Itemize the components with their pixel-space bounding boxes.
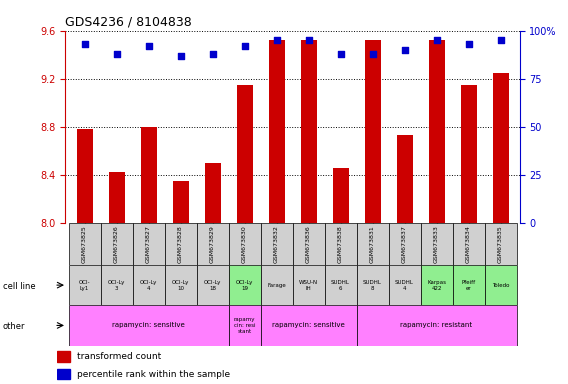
Bar [108,172,124,223]
Bar [492,73,508,223]
FancyBboxPatch shape [132,223,165,265]
Bar [332,167,349,223]
Text: GSM673828: GSM673828 [178,225,183,263]
Bar [173,181,189,223]
FancyBboxPatch shape [69,223,101,265]
FancyBboxPatch shape [228,305,261,346]
Text: SUDHL
8: SUDHL 8 [363,280,382,291]
FancyBboxPatch shape [69,265,101,305]
FancyBboxPatch shape [420,265,453,305]
FancyBboxPatch shape [324,265,357,305]
Text: OCI-Ly
3: OCI-Ly 3 [108,280,125,291]
Text: GSM673829: GSM673829 [210,225,215,263]
FancyBboxPatch shape [101,265,132,305]
Point [400,47,409,53]
Point [336,51,345,57]
Text: transformed count: transformed count [77,352,161,361]
Bar [269,40,285,223]
Point [112,51,121,57]
Text: GSM673837: GSM673837 [402,225,407,263]
FancyBboxPatch shape [261,305,357,346]
Text: rapamycin: resistant: rapamycin: resistant [400,323,473,328]
Text: SUDHL
6: SUDHL 6 [331,280,350,291]
Bar [461,85,477,223]
Text: GSM673826: GSM673826 [114,225,119,263]
Bar [428,40,445,223]
FancyBboxPatch shape [228,265,261,305]
Text: other: other [3,322,26,331]
Point [144,43,153,49]
FancyBboxPatch shape [228,223,261,265]
Point [176,53,185,59]
Text: GDS4236 / 8104838: GDS4236 / 8104838 [65,15,192,28]
FancyBboxPatch shape [485,265,516,305]
FancyBboxPatch shape [389,265,420,305]
Text: GSM673835: GSM673835 [498,225,503,263]
Point [432,37,441,43]
FancyBboxPatch shape [357,223,389,265]
Text: GSM673827: GSM673827 [146,225,151,263]
FancyBboxPatch shape [453,265,485,305]
Text: OCI-Ly
4: OCI-Ly 4 [140,280,157,291]
FancyBboxPatch shape [293,265,324,305]
Point [368,51,377,57]
Text: rapamycin: sensitive: rapamycin: sensitive [272,323,345,328]
Text: OCI-Ly
10: OCI-Ly 10 [172,280,189,291]
FancyBboxPatch shape [293,223,324,265]
Point [464,41,473,47]
FancyBboxPatch shape [261,265,293,305]
Point [496,37,505,43]
Bar [236,85,253,223]
Text: SUDHL
4: SUDHL 4 [395,280,414,291]
Text: GSM673834: GSM673834 [466,225,471,263]
FancyBboxPatch shape [357,265,389,305]
FancyBboxPatch shape [389,223,420,265]
FancyBboxPatch shape [261,223,293,265]
Point [80,41,89,47]
FancyBboxPatch shape [420,223,453,265]
Bar [365,40,381,223]
Text: rapamycin: sensitive: rapamycin: sensitive [112,323,185,328]
Text: GSM673832: GSM673832 [274,225,279,263]
Text: Farage: Farage [267,283,286,288]
Text: OCI-Ly
18: OCI-Ly 18 [204,280,221,291]
Point [272,37,281,43]
Point [304,37,313,43]
Text: GSM673838: GSM673838 [338,225,343,263]
FancyBboxPatch shape [101,223,132,265]
Text: GSM673836: GSM673836 [306,225,311,263]
FancyBboxPatch shape [197,223,228,265]
Bar [300,40,316,223]
Text: cell line: cell line [3,281,35,291]
Point [240,43,249,49]
Text: rapamy
cin: resi
stant: rapamy cin: resi stant [234,317,255,334]
Text: WSU-N
IH: WSU-N IH [299,280,318,291]
FancyBboxPatch shape [357,305,516,346]
Text: Toledo: Toledo [492,283,509,288]
Bar [140,127,157,223]
Point [208,51,217,57]
FancyBboxPatch shape [485,223,516,265]
Text: GSM673825: GSM673825 [82,225,87,263]
FancyBboxPatch shape [69,305,228,346]
FancyBboxPatch shape [132,265,165,305]
FancyBboxPatch shape [165,223,197,265]
Text: percentile rank within the sample: percentile rank within the sample [77,369,230,379]
FancyBboxPatch shape [324,223,357,265]
Text: Karpas
422: Karpas 422 [427,280,446,291]
Bar [396,135,412,223]
Bar [77,129,93,223]
Bar [57,351,70,362]
FancyBboxPatch shape [165,265,197,305]
Bar [57,369,70,379]
Text: GSM673831: GSM673831 [370,225,375,263]
FancyBboxPatch shape [453,223,485,265]
Text: GSM673830: GSM673830 [242,225,247,263]
Text: OCI-
Ly1: OCI- Ly1 [79,280,90,291]
Text: OCI-Ly
19: OCI-Ly 19 [236,280,253,291]
Text: GSM673833: GSM673833 [434,225,439,263]
Text: Pfeiff
er: Pfeiff er [461,280,475,291]
FancyBboxPatch shape [197,265,228,305]
Bar [204,163,220,223]
